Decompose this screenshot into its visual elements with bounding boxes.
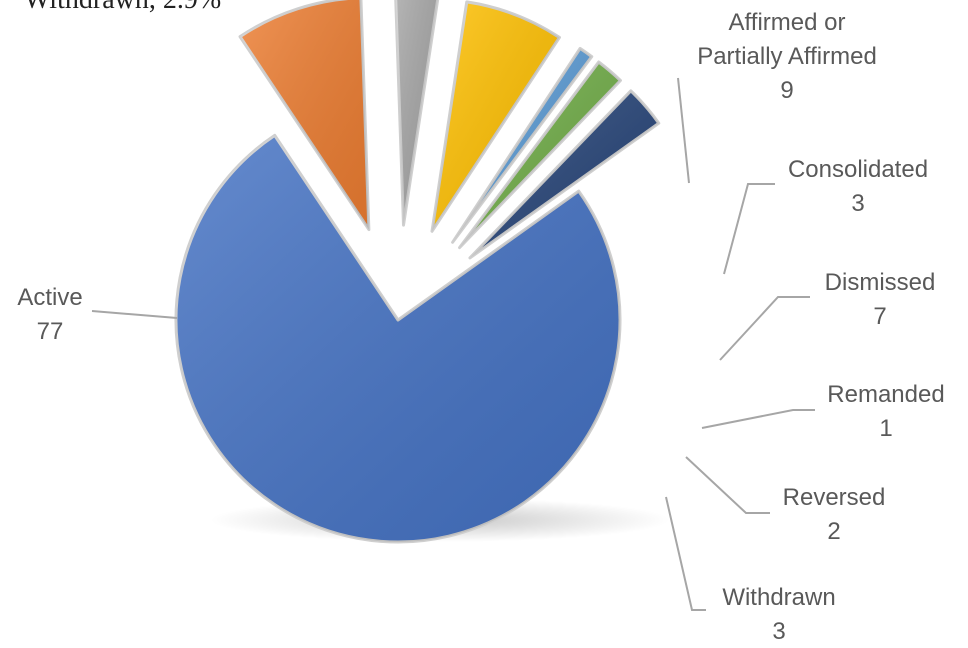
- data-label-active: Active 77: [17, 284, 82, 345]
- pie-slice-sheen: [175, 135, 620, 543]
- data-label-value: 9: [780, 77, 793, 104]
- leader-line: [665, 496, 706, 611]
- pie-slice-sheen: [395, 0, 438, 226]
- data-label-value: 3: [772, 618, 785, 645]
- data-label-category: Withdrawn: [722, 584, 835, 611]
- data-label-category: Affirmed or: [729, 9, 846, 36]
- pie-slice-sheen: [431, 1, 560, 232]
- data-label-category: Partially Affirmed: [697, 43, 877, 70]
- pie-slice-sheen: [452, 48, 592, 243]
- pie-slice-sheen: [240, 0, 369, 230]
- leader-line: [723, 183, 775, 275]
- leader-line: [91, 310, 178, 319]
- data-label-value: 77: [37, 318, 64, 345]
- data-label-reversed: Reversed 2: [783, 484, 886, 545]
- data-label-value: 2: [827, 518, 840, 545]
- data-labels: Active 77 Affirmed or Partially Affirmed 9 Co…: [17, 9, 944, 645]
- leader-lines: [91, 77, 815, 611]
- pie-slice-sheen: [459, 61, 621, 248]
- leader-line: [701, 409, 815, 429]
- pie-slice-sheen: [469, 90, 659, 258]
- data-label-category: Consolidated: [788, 156, 928, 183]
- data-label-category: Reversed: [783, 484, 886, 511]
- data-label-consolidated: Consolidated 3: [788, 156, 928, 217]
- leader-line: [719, 296, 810, 361]
- leader-line: [685, 456, 770, 514]
- header-fragment: Withdrawn, 2.9%: [24, 0, 221, 16]
- data-label-category: Dismissed: [825, 269, 936, 296]
- data-label-remanded: Remanded 1: [827, 381, 944, 442]
- data-label-withdrawn: Withdrawn 3: [722, 584, 835, 645]
- data-label-affirmed-or-partially-affirmed: Affirmed or Partially Affirmed 9: [697, 9, 877, 104]
- data-label-value: 3: [851, 190, 864, 217]
- pie-slices: [174, 0, 661, 544]
- data-label-value: 1: [879, 415, 892, 442]
- data-label-value: 7: [873, 303, 886, 330]
- data-label-dismissed: Dismissed 7: [825, 269, 936, 330]
- leader-line: [677, 77, 690, 184]
- data-label-category: Remanded: [827, 381, 944, 408]
- data-label-category: Active: [17, 284, 82, 311]
